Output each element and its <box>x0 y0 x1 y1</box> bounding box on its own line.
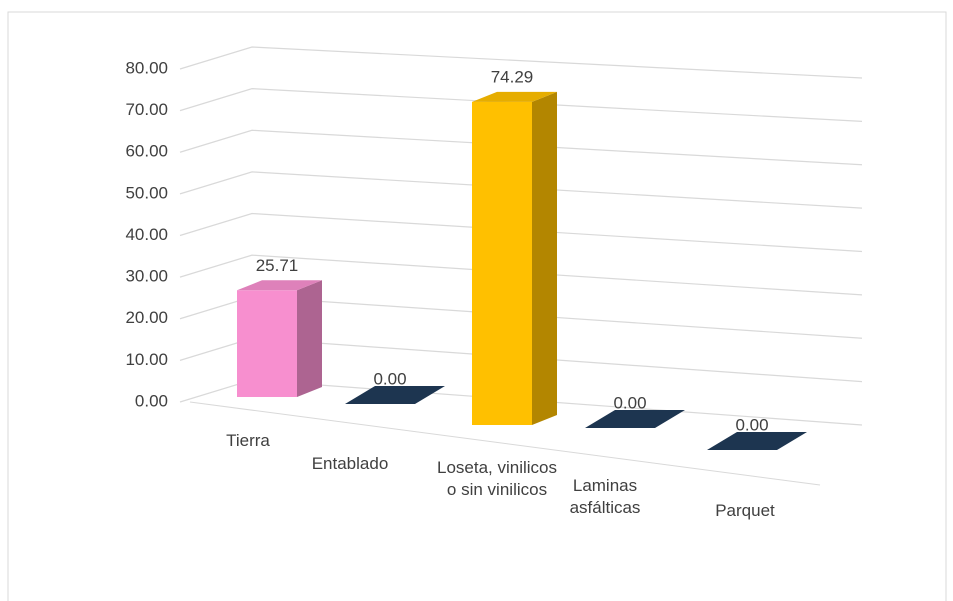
x-tick-label: Tierra <box>226 431 270 450</box>
data-label: 0.00 <box>373 369 406 388</box>
grid-line <box>179 254 863 296</box>
y-tick-label: 50.00 <box>125 183 168 202</box>
bar <box>345 386 445 404</box>
x-tick-label: Entablado <box>311 454 389 473</box>
y-tick-label: 80.00 <box>125 58 168 77</box>
y-tick-label: 70.00 <box>125 100 168 119</box>
bar-side <box>297 280 322 397</box>
y-tick-label: 40.00 <box>125 225 168 244</box>
bar <box>707 432 807 450</box>
data-label: 74.29 <box>491 67 534 86</box>
bar <box>237 290 297 397</box>
chart-frame <box>7 11 947 601</box>
grid-line <box>179 88 863 122</box>
grid-line <box>179 212 863 253</box>
y-tick-label: 0.00 <box>135 391 168 410</box>
floor-edge <box>189 401 821 486</box>
bar-side <box>532 91 557 425</box>
bar <box>472 101 532 425</box>
x-tick-label: Loseta, vinilicos o sin vinilicos <box>437 458 558 499</box>
bar-top <box>472 91 557 102</box>
y-tick-label: 10.00 <box>125 350 168 369</box>
y-tick-label: 30.00 <box>125 267 168 286</box>
y-tick-label: 60.00 <box>125 142 168 161</box>
y-tick-label: 20.00 <box>125 308 168 327</box>
bar-top <box>237 280 322 291</box>
data-label: 0.00 <box>613 393 646 412</box>
data-label: 25.71 <box>256 256 299 275</box>
grid-line <box>179 129 863 166</box>
x-tick-label: Parquet <box>715 501 775 520</box>
bar <box>585 410 685 428</box>
x-tick-label: Laminas asfálticas <box>569 476 641 517</box>
grid-line <box>179 46 863 79</box>
data-label: 0.00 <box>735 415 768 434</box>
grid-line <box>179 171 863 209</box>
